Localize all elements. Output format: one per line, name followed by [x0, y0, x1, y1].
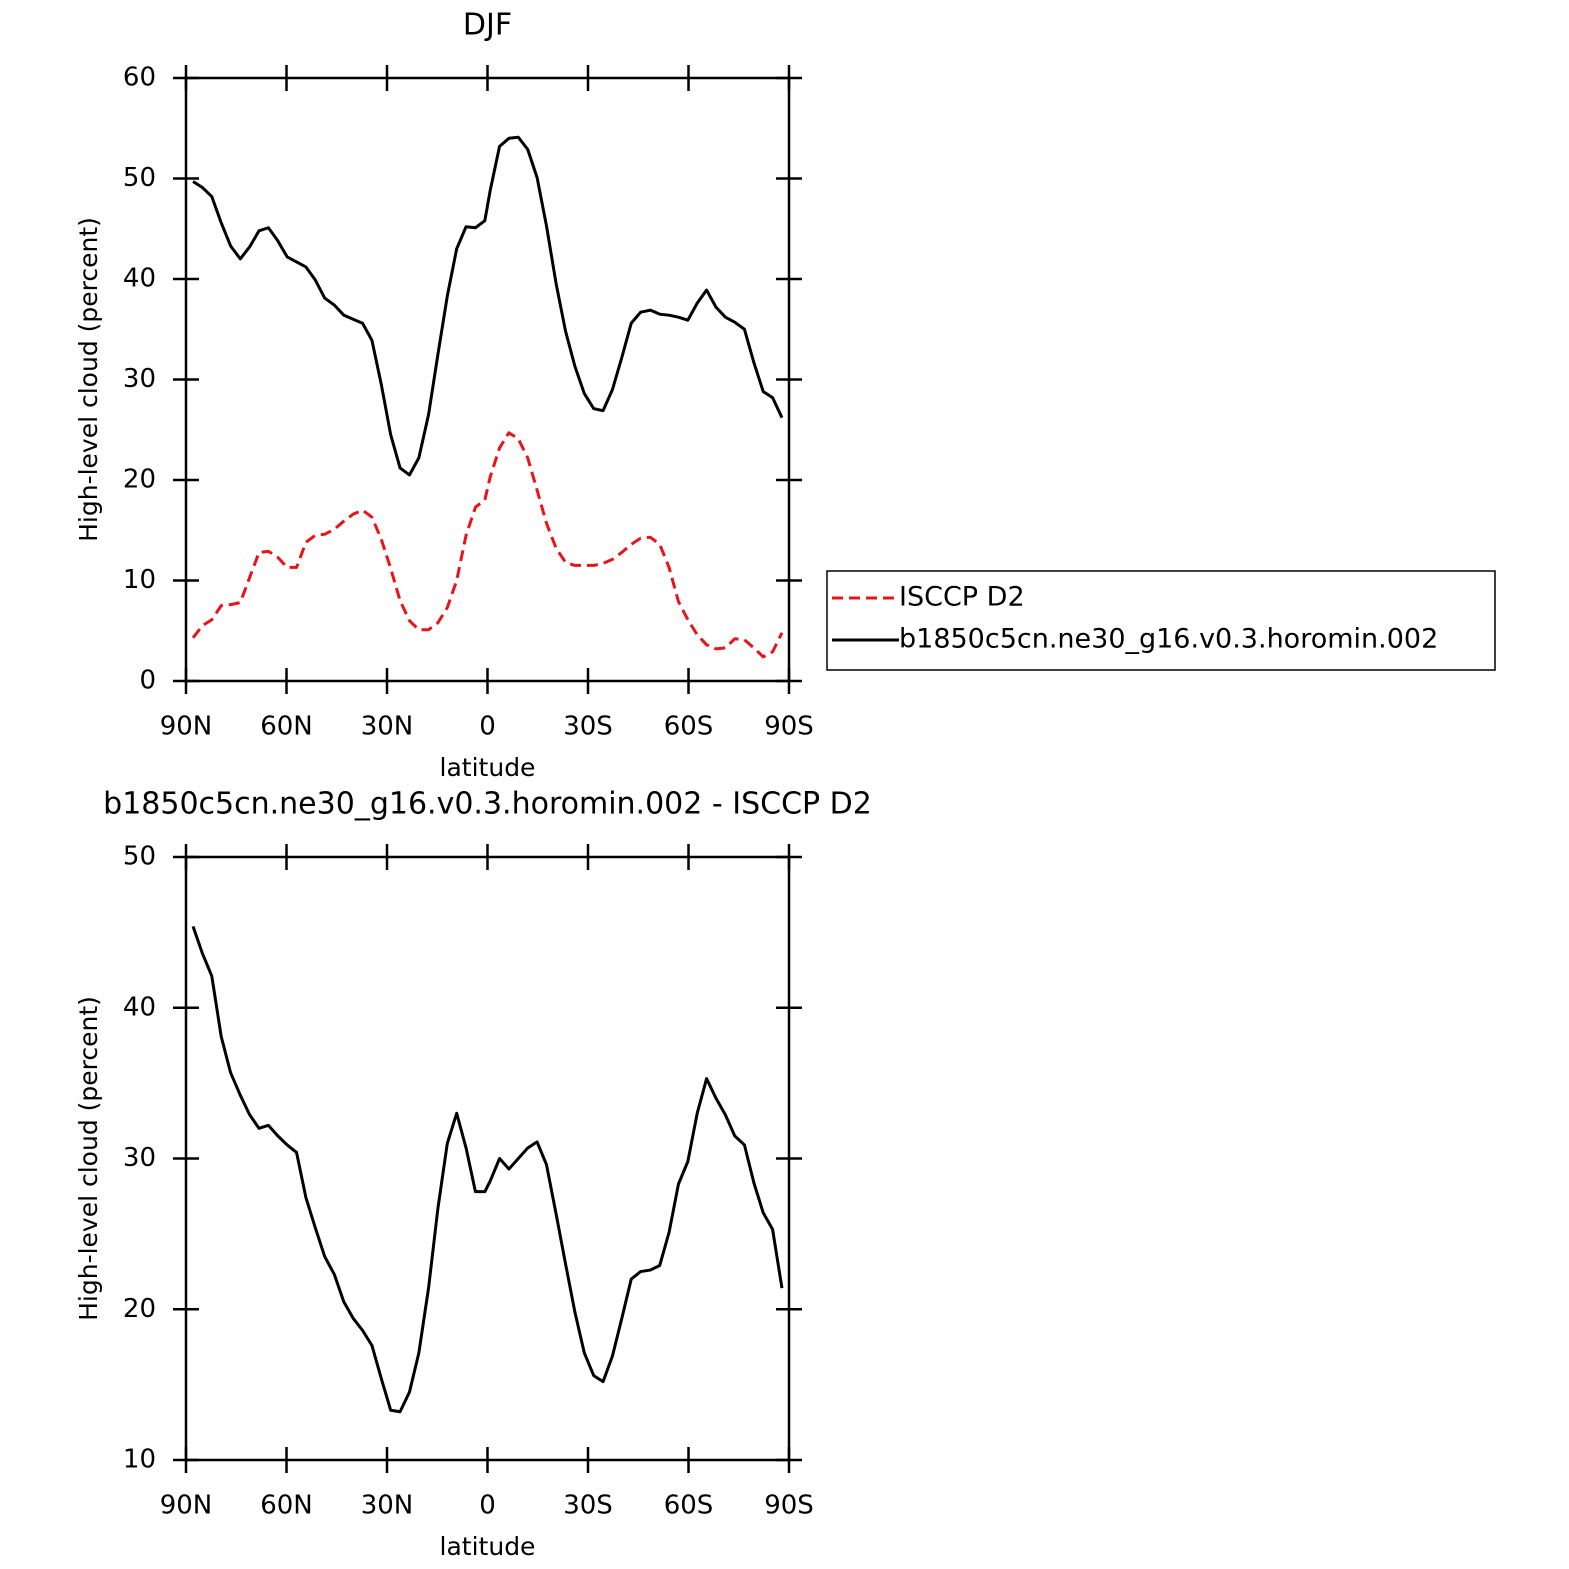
- data-line: [191, 925, 784, 1414]
- x-tick-label: 30N: [361, 1491, 414, 1521]
- x-tick-label: 90N: [160, 1491, 213, 1521]
- y-tick-label: 40: [123, 992, 156, 1022]
- x-tick-label: 0: [479, 712, 496, 742]
- y-tick-label: 10: [123, 1445, 156, 1475]
- data-line: [191, 431, 784, 659]
- x-tick-label: 60S: [664, 712, 714, 742]
- x-tick-label: 30S: [563, 712, 613, 742]
- y-tick-label: 50: [123, 842, 156, 872]
- y-tick-label: 30: [123, 364, 156, 394]
- x-tick-label: 90N: [160, 712, 213, 742]
- y-tick-label: 50: [123, 163, 156, 193]
- y-tick-label: 10: [123, 565, 156, 595]
- y-tick-label: 0: [139, 666, 156, 696]
- legend-label: b1850c5cn.ne30_g16.v0.3.horomin.002: [899, 624, 1438, 655]
- y-tick-label: 20: [123, 1294, 156, 1324]
- data-line: [192, 135, 784, 477]
- x-axis-label: latitude: [440, 753, 536, 782]
- x-tick-label: 90S: [764, 712, 814, 742]
- x-tick-label: 60S: [664, 1491, 714, 1521]
- legend-box: [826, 570, 1496, 671]
- y-tick-label: 30: [123, 1143, 156, 1173]
- plot-frame: [184, 76, 791, 683]
- x-tick-label: 60N: [260, 712, 313, 742]
- x-tick-label: 60N: [260, 1491, 313, 1521]
- x-axis-label: latitude: [440, 1532, 536, 1561]
- chart-title: DJF: [463, 8, 512, 43]
- chart-title: b1850c5cn.ne30_g16.v0.3.horomin.002 - IS…: [103, 787, 872, 822]
- y-tick-label: 60: [123, 63, 156, 93]
- y-axis-label: High-level cloud (percent): [74, 996, 103, 1321]
- y-axis-label: High-level cloud (percent): [74, 217, 103, 542]
- x-tick-label: 30N: [361, 712, 414, 742]
- legend-label: ISCCP D2: [899, 582, 1025, 613]
- x-tick-label: 30S: [563, 1491, 613, 1521]
- y-tick-label: 40: [123, 264, 156, 294]
- x-tick-label: 0: [479, 1491, 496, 1521]
- x-tick-label: 90S: [764, 1491, 814, 1521]
- y-tick-label: 20: [123, 465, 156, 495]
- plot-frame: [184, 855, 791, 1462]
